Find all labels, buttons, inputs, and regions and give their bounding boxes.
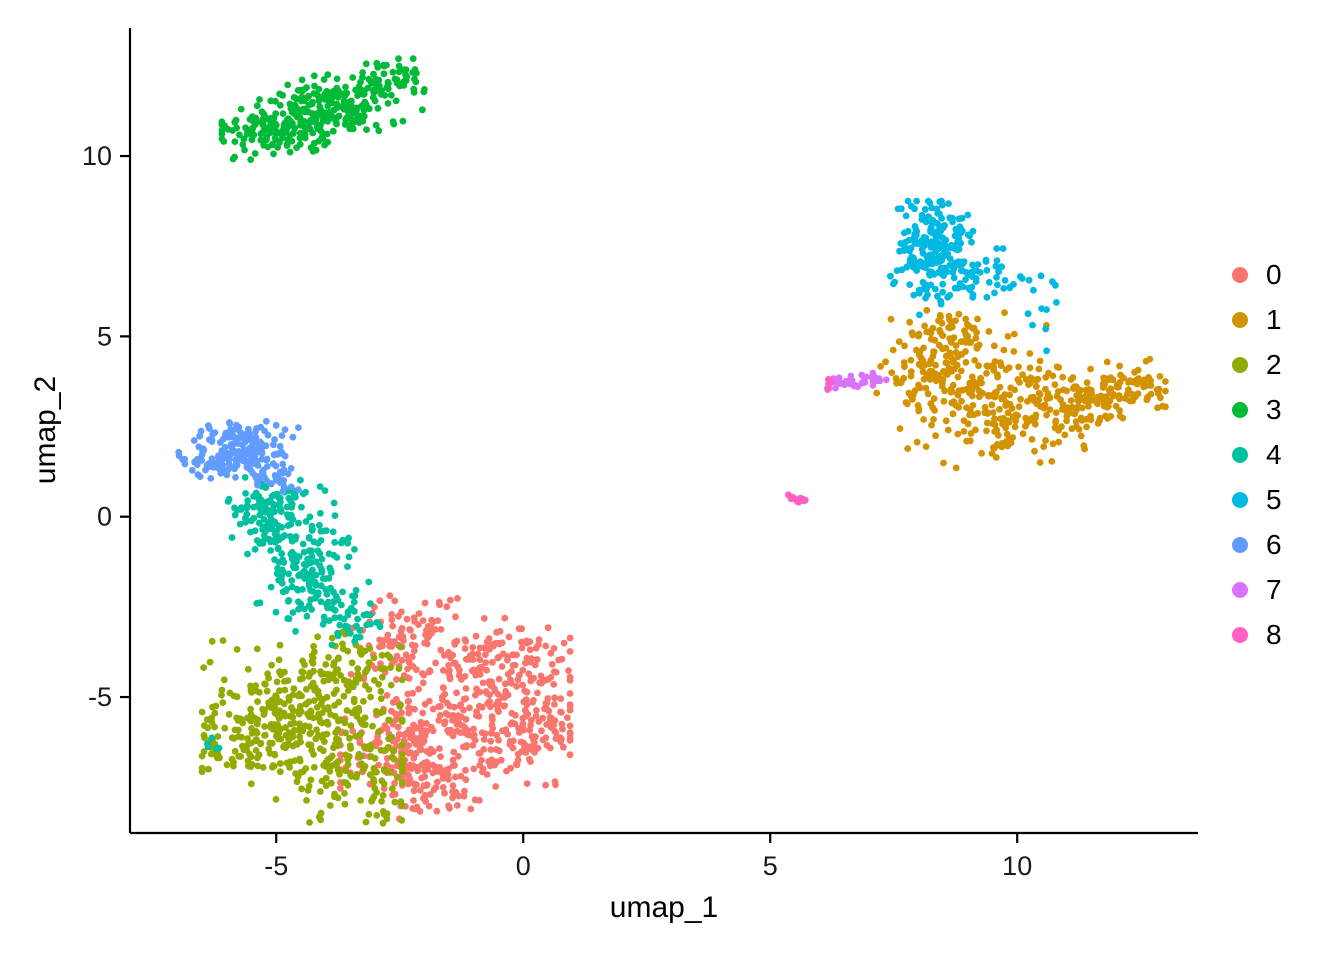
x-axis-title: umap_1 bbox=[609, 891, 719, 924]
cluster-8-points bbox=[785, 376, 835, 506]
legend-dot bbox=[1232, 536, 1248, 553]
y-tick-label: 10 bbox=[82, 141, 112, 171]
legend-dot bbox=[1232, 491, 1248, 508]
legend-item-6: 6 bbox=[1232, 522, 1282, 567]
legend-dot bbox=[1232, 626, 1248, 643]
legend-label: 1 bbox=[1266, 303, 1282, 335]
cluster-7-points bbox=[824, 369, 890, 393]
y-tick-label: 5 bbox=[97, 321, 112, 351]
legend-dot bbox=[1232, 401, 1248, 418]
legend-dot bbox=[1232, 446, 1248, 463]
cluster-0-points bbox=[337, 592, 574, 823]
legend-item-7: 7 bbox=[1232, 567, 1282, 612]
legend-item-1: 1 bbox=[1232, 297, 1282, 342]
axes bbox=[128, 28, 1198, 835]
legend-item-2: 2 bbox=[1232, 342, 1282, 387]
y-tick-label: 0 bbox=[97, 502, 112, 532]
cluster-6-points bbox=[175, 417, 302, 495]
cluster-5-points bbox=[887, 197, 1060, 355]
x-tick-label: -5 bbox=[264, 851, 288, 881]
legend-item-3: 3 bbox=[1232, 387, 1282, 432]
legend-label: 0 bbox=[1266, 258, 1282, 290]
legend-label: 5 bbox=[1266, 483, 1282, 515]
cluster-2-points bbox=[198, 628, 406, 827]
legend-dot bbox=[1232, 311, 1248, 328]
legend-label: 4 bbox=[1266, 438, 1282, 470]
y-axis-title: umap_2 bbox=[29, 375, 62, 485]
x-tick-label: 5 bbox=[763, 851, 778, 881]
legend-item-5: 5 bbox=[1232, 477, 1282, 522]
legend-item-4: 4 bbox=[1232, 432, 1282, 477]
legend-item-8: 8 bbox=[1232, 612, 1282, 657]
cluster-4-points bbox=[204, 473, 384, 753]
legend-dot bbox=[1232, 581, 1248, 598]
legend-label: 3 bbox=[1266, 393, 1282, 425]
legend-dot bbox=[1232, 356, 1248, 373]
x-tick-label: 0 bbox=[516, 851, 531, 881]
cluster-1-points bbox=[873, 306, 1169, 472]
legend-item-0: 0 bbox=[1232, 252, 1282, 297]
x-tick-label: 10 bbox=[1002, 851, 1032, 881]
legend-label: 7 bbox=[1266, 573, 1282, 605]
legend-label: 2 bbox=[1266, 348, 1282, 380]
legend: 0 1 2 3 4 5 6 7 8 bbox=[1232, 252, 1282, 657]
y-axis: -5 0 5 10 bbox=[82, 141, 130, 712]
y-tick-label: -5 bbox=[88, 682, 112, 712]
cluster-3-points bbox=[218, 55, 428, 164]
legend-label: 8 bbox=[1266, 618, 1282, 650]
legend-dot bbox=[1232, 266, 1248, 283]
x-axis: -5 0 5 10 bbox=[264, 833, 1032, 881]
legend-label: 6 bbox=[1266, 528, 1282, 560]
